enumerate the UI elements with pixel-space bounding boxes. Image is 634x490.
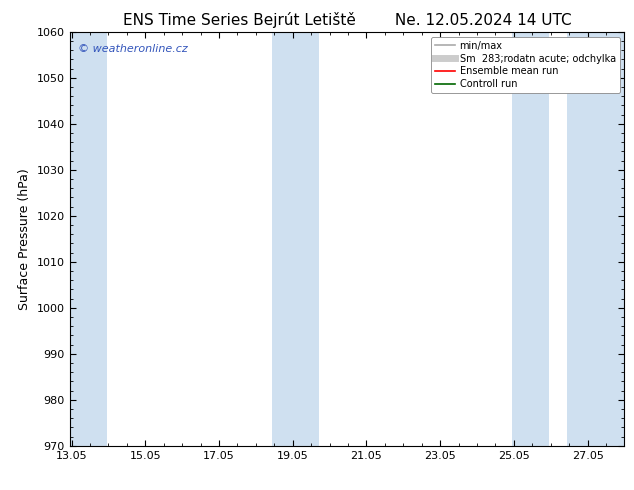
- Legend: min/max, Sm  283;rodatn acute; odchylka, Ensemble mean run, Controll run: min/max, Sm 283;rodatn acute; odchylka, …: [431, 37, 619, 93]
- Title: ENS Time Series Bejrút Letiště        Ne. 12.05.2024 14 UTC: ENS Time Series Bejrút Letiště Ne. 12.05…: [123, 12, 571, 28]
- Bar: [70, 32, 107, 446]
- Y-axis label: Surface Pressure (hPa): Surface Pressure (hPa): [18, 168, 31, 310]
- Bar: [273, 32, 318, 446]
- Bar: [567, 32, 624, 446]
- Bar: [512, 32, 549, 446]
- Text: © weatheronline.cz: © weatheronline.cz: [78, 44, 188, 54]
